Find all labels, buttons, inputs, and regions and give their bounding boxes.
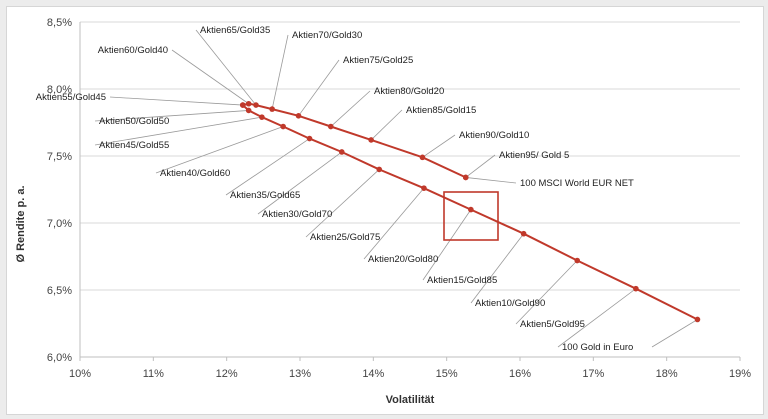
data-point [376, 166, 383, 173]
point-label: Aktien35/Gold65 [230, 190, 300, 201]
data-point [421, 185, 427, 191]
data-point [245, 107, 252, 114]
y-tick-label: 8,5% [47, 17, 72, 29]
point-label: Aktien70/Gold30 [292, 30, 362, 41]
y-tick-label: 6,5% [47, 285, 72, 297]
data-point [240, 102, 246, 108]
point-label: Aktien90/Gold10 [459, 130, 529, 141]
y-tick-label: 6,0% [47, 352, 72, 364]
leader-line [155, 126, 284, 174]
x-tick-label: 13% [289, 368, 311, 380]
point-label: Aktien95/ Gold 5 [499, 150, 569, 161]
x-tick-labels: 10% 11% 12% 13% 14% 15% 16% 17% 18% 19% [69, 368, 751, 380]
leader-line [370, 109, 403, 141]
leader-line [94, 110, 249, 122]
point-label: Aktien15/Gold85 [427, 275, 497, 286]
data-point [280, 123, 286, 130]
point-label: Aktien55/Gold45 [36, 92, 106, 103]
data-point [520, 230, 527, 237]
data-point [419, 154, 426, 161]
x-tick-label: 16% [509, 368, 531, 380]
leader-line [225, 138, 310, 196]
x-tick-label: 17% [582, 368, 604, 380]
leader-line [195, 29, 257, 106]
point-label: Aktien40/Gold60 [160, 168, 230, 179]
leader-line [651, 319, 698, 348]
leader-line [465, 154, 496, 178]
data-point [574, 257, 580, 264]
x-tick-label: 12% [216, 368, 238, 380]
x-axis-title: Volatilität [386, 394, 435, 406]
x-tick-label: 15% [436, 368, 458, 380]
leader-line [257, 151, 343, 215]
point-label: Aktien20/Gold80 [368, 254, 438, 265]
leader-line [470, 233, 524, 304]
point-label: Aktien75/Gold25 [343, 55, 413, 66]
data-point [253, 102, 259, 108]
point-label: Aktien10/Gold90 [475, 298, 545, 309]
leader-line [557, 288, 637, 348]
leader-line [171, 49, 249, 105]
data-point [694, 316, 701, 323]
leader-line [422, 209, 472, 281]
point-label: Aktien85/Gold15 [406, 105, 476, 116]
data-point [295, 113, 302, 119]
leader-line [465, 177, 517, 184]
x-tick-label: 19% [729, 368, 751, 380]
leader-line [515, 260, 578, 325]
point-label: 100 Gold in Euro [562, 342, 633, 353]
data-point [245, 100, 252, 107]
x-tick-label: 18% [656, 368, 678, 380]
data-point [269, 106, 275, 112]
leader-line [363, 187, 425, 260]
data-points [240, 100, 701, 323]
data-point [259, 114, 265, 120]
chart-panel [6, 6, 764, 415]
leader-line [109, 96, 243, 106]
point-label: Aktien5/Gold95 [520, 319, 585, 330]
point-label: Aktien25/Gold75 [310, 232, 380, 243]
y-tick-label: 7,5% [47, 151, 72, 163]
y-axis-title: Ø Rendite p. a. [15, 185, 27, 262]
point-label: Aktien65/Gold35 [200, 25, 270, 36]
data-point [633, 285, 639, 292]
data-point [339, 149, 345, 155]
leader-line [298, 59, 340, 117]
y-tick-label: 8,0% [47, 84, 72, 96]
data-point [462, 174, 469, 181]
gridlines [80, 21, 740, 358]
point-label: Aktien50/Gold50 [99, 116, 169, 127]
x-tick-label: 11% [143, 368, 164, 380]
y-tick-label: 7,0% [47, 218, 72, 230]
point-label: Aktien30/Gold70 [262, 209, 332, 220]
data-point [468, 206, 474, 213]
leader-line [271, 34, 289, 110]
axes [79, 22, 741, 361]
leader-line [94, 116, 262, 146]
label-leader-lines [94, 29, 698, 348]
data-point [306, 135, 313, 142]
data-point [368, 137, 374, 143]
leader-line [305, 169, 380, 238]
data-point [328, 123, 334, 130]
point-label: Aktien60/Gold40 [98, 45, 168, 56]
point-label: 100 MSCI World EUR NET [520, 178, 634, 189]
point-label: Aktien45/Gold55 [99, 140, 169, 151]
highlight-box [443, 191, 499, 241]
point-label: Aktien80/Gold20 [374, 86, 444, 97]
x-tick-label: 14% [362, 368, 384, 380]
point-labels: Aktien55/Gold45 Aktien60/Gold40 Aktien65/G… [36, 25, 634, 353]
y-tick-labels: 6,0% 6,5% 7,0% 7,5% 8,0% 8,5% [47, 17, 72, 364]
leader-line [330, 90, 371, 127]
x-tick-label: 10% [69, 368, 91, 380]
leader-line [422, 134, 456, 158]
